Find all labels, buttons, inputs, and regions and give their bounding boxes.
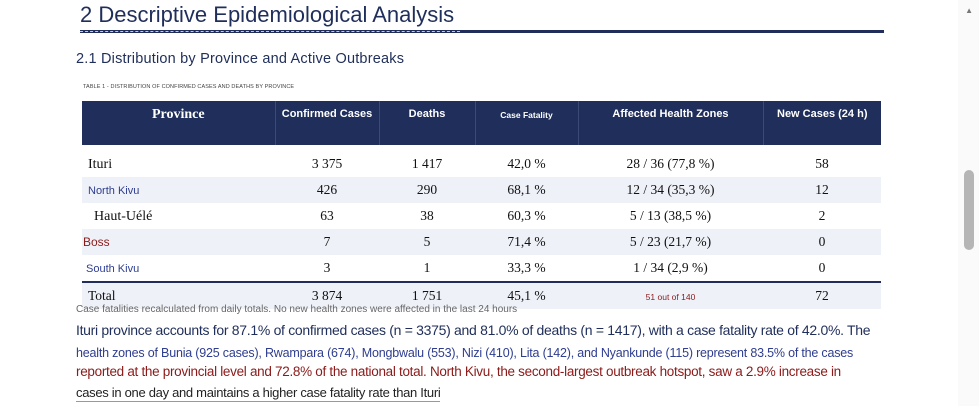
cell-new: 12 xyxy=(763,177,881,203)
cell-deaths: 5 xyxy=(379,229,475,255)
table-note: Case fatalities recalculated from daily … xyxy=(76,304,518,315)
table-row: North Kivu 426 290 68,1 % 12 / 34 (35,3 … xyxy=(82,177,881,203)
paragraph-line: reported at the provincial level and 72.… xyxy=(76,364,841,379)
cell-new: 0 xyxy=(818,260,826,275)
province-table: Province Confirmed Cases Deaths Case Fat… xyxy=(82,101,881,309)
table-row: South Kivu 3 1 33,3 % 1 / 34 (2,9 %) 0 xyxy=(82,255,881,282)
cell-confirmed: 63 xyxy=(320,208,334,223)
document-page: 2 Descriptive Epidemiological Analysis 2… xyxy=(76,2,884,402)
cell-total-zones: 51 out of 140 xyxy=(578,281,763,309)
header-health-zones: Affected Health Zones xyxy=(578,101,764,145)
table-caption: TABLE 1 - DISTRIBUTION OF CONFIRMED CASE… xyxy=(83,84,295,90)
cell-province: Ituri xyxy=(88,156,113,172)
table-row: Haut-Uélé 63 38 60,3 % 5 / 13 (38,5 %) 2 xyxy=(82,203,881,229)
cell-confirmed: 426 xyxy=(275,177,379,203)
cell-zones: 1 / 34 (2,9 %) xyxy=(633,260,708,275)
paragraph-line: Ituri province accounts for 87.1% of con… xyxy=(76,322,871,338)
cell-zones: 28 / 36 (77,8 %) xyxy=(626,156,715,171)
cell-province: Boss xyxy=(82,229,275,255)
scrollbar-thumb[interactable] xyxy=(964,170,974,250)
header-confirmed: Confirmed Cases xyxy=(275,101,380,145)
table-header-row: Province Confirmed Cases Deaths Case Fat… xyxy=(82,101,881,145)
cell-zones: 5 / 23 (21,7 %) xyxy=(578,229,763,255)
table-total-row: Total 3 874 1 751 45,1 % 51 out of 140 7… xyxy=(82,281,881,309)
header-case-fatality: Case Fatality xyxy=(475,101,579,145)
cell-new: 0 xyxy=(763,229,881,255)
cell-province: Haut-Uélé xyxy=(94,208,153,224)
heading-divider xyxy=(80,31,460,33)
table-row: Boss 7 5 71,4 % 5 / 23 (21,7 %) 0 xyxy=(82,229,881,255)
cell-confirmed: 7 xyxy=(275,229,379,255)
cell-deaths: 1 xyxy=(423,260,431,275)
cell-cfr: 60,3 % xyxy=(507,208,546,223)
cell-new: 58 xyxy=(815,156,829,171)
cell-total-cfr: 45,1 % xyxy=(475,281,578,309)
cell-cfr: 42,0 % xyxy=(507,156,546,171)
cell-cfr: 71,4 % xyxy=(475,229,578,255)
table-row: Ituri 3 375 1 417 42,0 % 28 / 36 (77,8 %… xyxy=(82,145,881,177)
cell-cfr: 33,3 % xyxy=(507,260,546,275)
cell-deaths: 1 417 xyxy=(411,156,443,171)
paragraph-line: cases in one day and maintains a higher … xyxy=(76,385,441,402)
cell-total-confirmed: 3 874 xyxy=(275,281,379,309)
cell-cfr: 68,1 % xyxy=(475,177,578,203)
header-province: Province xyxy=(82,101,276,145)
header-new-cases: New Cases (24 h) xyxy=(777,108,868,120)
cell-zones: 5 / 13 (38,5 %) xyxy=(629,208,712,223)
scroll-up-icon[interactable]: ▲ xyxy=(965,6,973,15)
cell-total-deaths: 1 751 xyxy=(379,281,475,309)
cell-province: North Kivu xyxy=(82,177,275,203)
cell-confirmed: 3 xyxy=(323,260,331,275)
cell-deaths: 38 xyxy=(420,208,434,223)
section-heading: 2 Descriptive Epidemiological Analysis xyxy=(80,2,884,33)
header-deaths: Deaths xyxy=(379,101,476,145)
cell-total-new: 72 xyxy=(763,281,881,309)
subsection-heading: 2.1 Distribution by Province and Active … xyxy=(76,51,405,67)
paragraph-line: health zones of Bunia (925 cases), Rwamp… xyxy=(76,346,854,360)
cell-total-label: Total xyxy=(82,281,275,309)
cell-new: 2 xyxy=(818,208,826,223)
vertical-scrollbar[interactable]: ▲ xyxy=(958,0,979,406)
cell-zones: 12 / 34 (35,3 %) xyxy=(578,177,763,203)
cell-province: South Kivu xyxy=(86,263,140,275)
cell-confirmed: 3 375 xyxy=(311,156,343,171)
cell-deaths: 290 xyxy=(379,177,475,203)
